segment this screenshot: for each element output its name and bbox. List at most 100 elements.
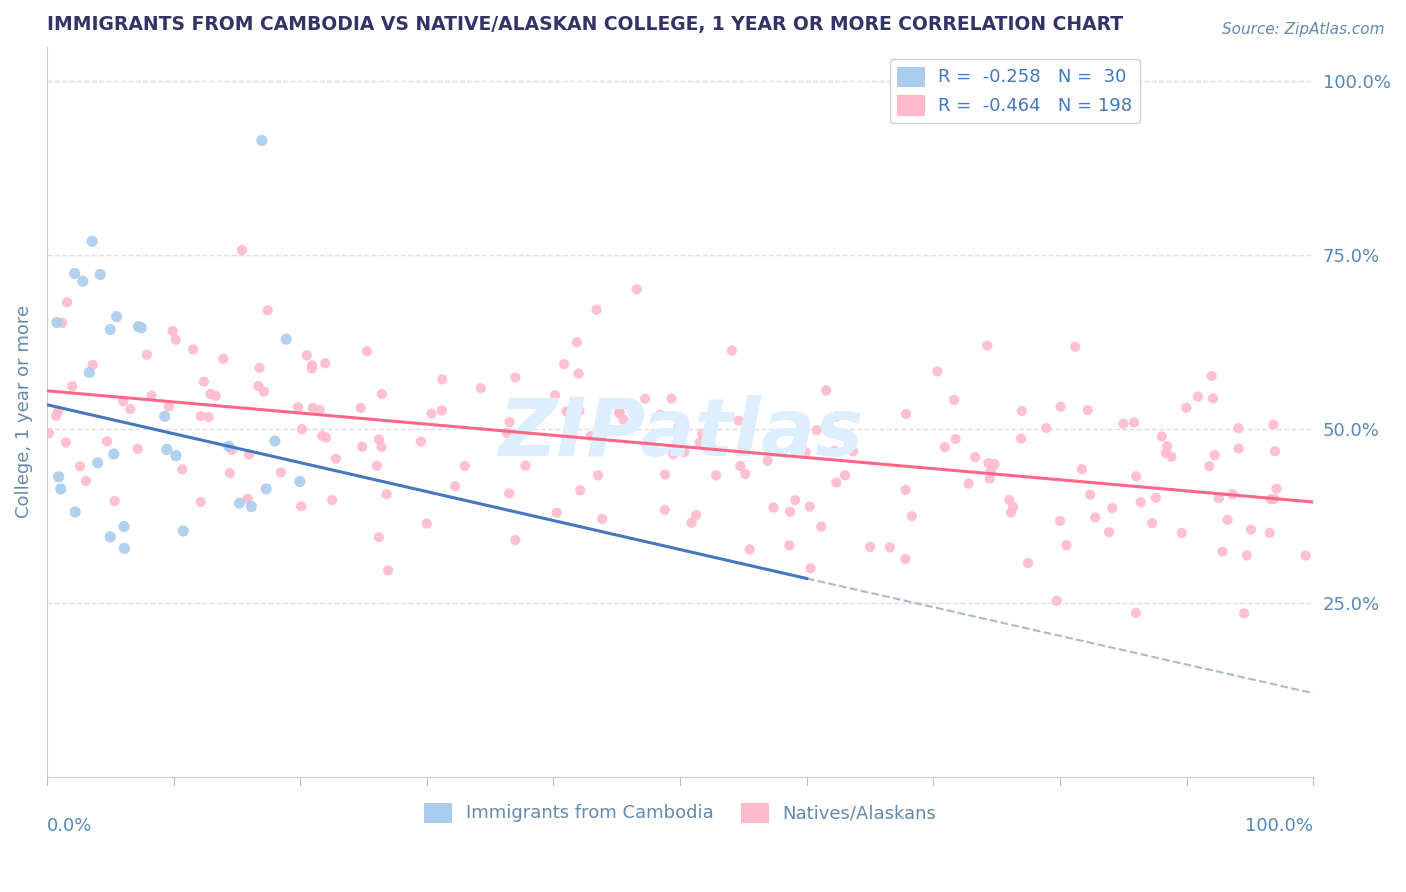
Point	[308, 403, 330, 417]
Point	[1000, 506, 1022, 520]
Point	[256, 303, 278, 318]
Point	[567, 367, 589, 381]
Point	[1211, 544, 1233, 558]
Point	[1150, 429, 1173, 443]
Text: ZIPatlas: ZIPatlas	[498, 394, 863, 473]
Point	[934, 440, 956, 454]
Point	[1017, 556, 1039, 570]
Point	[1049, 400, 1071, 414]
Point	[810, 519, 832, 533]
Point	[626, 282, 648, 296]
Point	[1202, 392, 1225, 406]
Point	[1201, 369, 1223, 384]
Point	[96, 434, 118, 449]
Point	[1010, 432, 1032, 446]
Point	[690, 426, 713, 441]
Point	[634, 392, 657, 406]
Point	[112, 394, 135, 409]
Point	[290, 500, 312, 514]
Point	[806, 423, 828, 437]
Point	[1258, 525, 1281, 540]
Point	[586, 468, 609, 483]
Point	[496, 425, 519, 440]
Point	[276, 332, 298, 346]
Point	[1084, 510, 1107, 524]
Point	[1140, 516, 1163, 530]
Point	[661, 392, 683, 406]
Point	[153, 409, 176, 424]
Point	[1070, 462, 1092, 476]
Point	[685, 508, 707, 522]
Point	[1170, 525, 1192, 540]
Point	[1098, 525, 1121, 540]
Point	[1002, 500, 1025, 514]
Point	[69, 459, 91, 474]
Point	[1156, 439, 1178, 453]
Point	[45, 409, 67, 423]
Point	[218, 466, 240, 480]
Point	[834, 468, 856, 483]
Point	[783, 409, 806, 424]
Point	[63, 505, 86, 519]
Point	[238, 448, 260, 462]
Point	[103, 447, 125, 461]
Point	[799, 500, 821, 514]
Point	[498, 486, 520, 500]
Point	[301, 401, 323, 415]
Point	[112, 519, 135, 533]
Point	[321, 493, 343, 508]
Point	[977, 456, 1000, 470]
Point	[86, 456, 108, 470]
Point	[55, 435, 77, 450]
Point	[654, 467, 676, 482]
Point	[1198, 459, 1220, 474]
Point	[228, 496, 250, 510]
Point	[165, 333, 187, 347]
Point	[314, 356, 336, 370]
Point	[823, 443, 845, 458]
Point	[430, 403, 453, 417]
Point	[420, 407, 443, 421]
Point	[983, 457, 1005, 471]
Point	[371, 387, 394, 401]
Point	[1049, 514, 1071, 528]
Point	[38, 426, 60, 441]
Point	[762, 500, 785, 515]
Point	[75, 474, 97, 488]
Point	[756, 453, 779, 467]
Point	[894, 407, 917, 421]
Point	[270, 466, 292, 480]
Point	[976, 338, 998, 352]
Point	[1129, 495, 1152, 509]
Point	[409, 434, 432, 449]
Point	[943, 392, 966, 407]
Point	[157, 400, 180, 414]
Point	[654, 503, 676, 517]
Point	[794, 445, 817, 459]
Point	[1260, 492, 1282, 507]
Point	[131, 320, 153, 334]
Point	[470, 381, 492, 395]
Point	[720, 343, 742, 358]
Point	[965, 450, 987, 464]
Point	[63, 267, 86, 281]
Point	[172, 524, 194, 538]
Point	[779, 505, 801, 519]
Point	[1204, 448, 1226, 462]
Point	[503, 533, 526, 547]
Point	[565, 335, 588, 350]
Point	[236, 491, 259, 506]
Point	[689, 435, 711, 450]
Point	[1125, 606, 1147, 620]
Point	[315, 430, 337, 444]
Point	[607, 406, 630, 420]
Point	[1101, 501, 1123, 516]
Point	[295, 348, 318, 362]
Point	[193, 375, 215, 389]
Point	[1265, 482, 1288, 496]
Point	[45, 316, 67, 330]
Point	[77, 366, 100, 380]
Point	[46, 404, 69, 418]
Point	[842, 444, 865, 458]
Point	[800, 561, 823, 575]
